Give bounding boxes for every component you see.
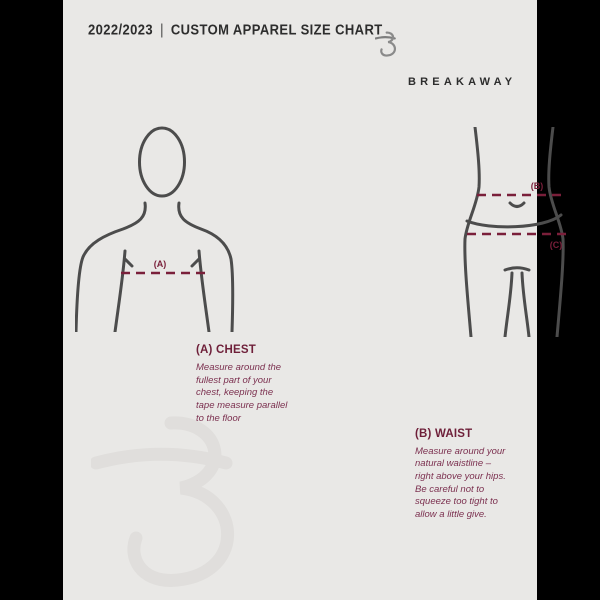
waist-instruction: (B) WAIST Measure around your natural wa…: [415, 428, 527, 522]
breakaway-watermark-logo: [91, 416, 235, 588]
page-title: 2022/2023 | CUSTOM APPAREL SIZE CHART: [88, 21, 562, 38]
torso-diagram: (A): [74, 126, 235, 334]
lower-body-diagram: (B) (C): [463, 125, 572, 339]
chest-instruction: (A) CHEST Measure around the fullest par…: [196, 344, 301, 426]
chest-line-label: (A): [154, 259, 167, 269]
chest-instruction-heading: (A) CHEST: [196, 344, 256, 356]
breakaway-b-logo-icon: [374, 31, 397, 57]
title-text: CUSTOM APPAREL SIZE CHART: [170, 21, 383, 38]
hips-line-label: (C): [550, 240, 563, 250]
title-year: 2022/2023: [88, 21, 154, 38]
waist-instruction-heading: (B) WAIST: [415, 427, 473, 440]
waist-instruction-body: Measure around your natural waistline – …: [415, 445, 506, 521]
title-separator: |: [160, 21, 164, 38]
chest-instruction-body: Measure around the fullest part of your …: [196, 362, 288, 424]
size-chart-page: 2022/2023 | CUSTOM APPAREL SIZE CHART BREA…: [63, 0, 572, 600]
waist-line-label: (B): [531, 181, 544, 191]
brand-name: BREAKAWAY: [408, 76, 517, 88]
